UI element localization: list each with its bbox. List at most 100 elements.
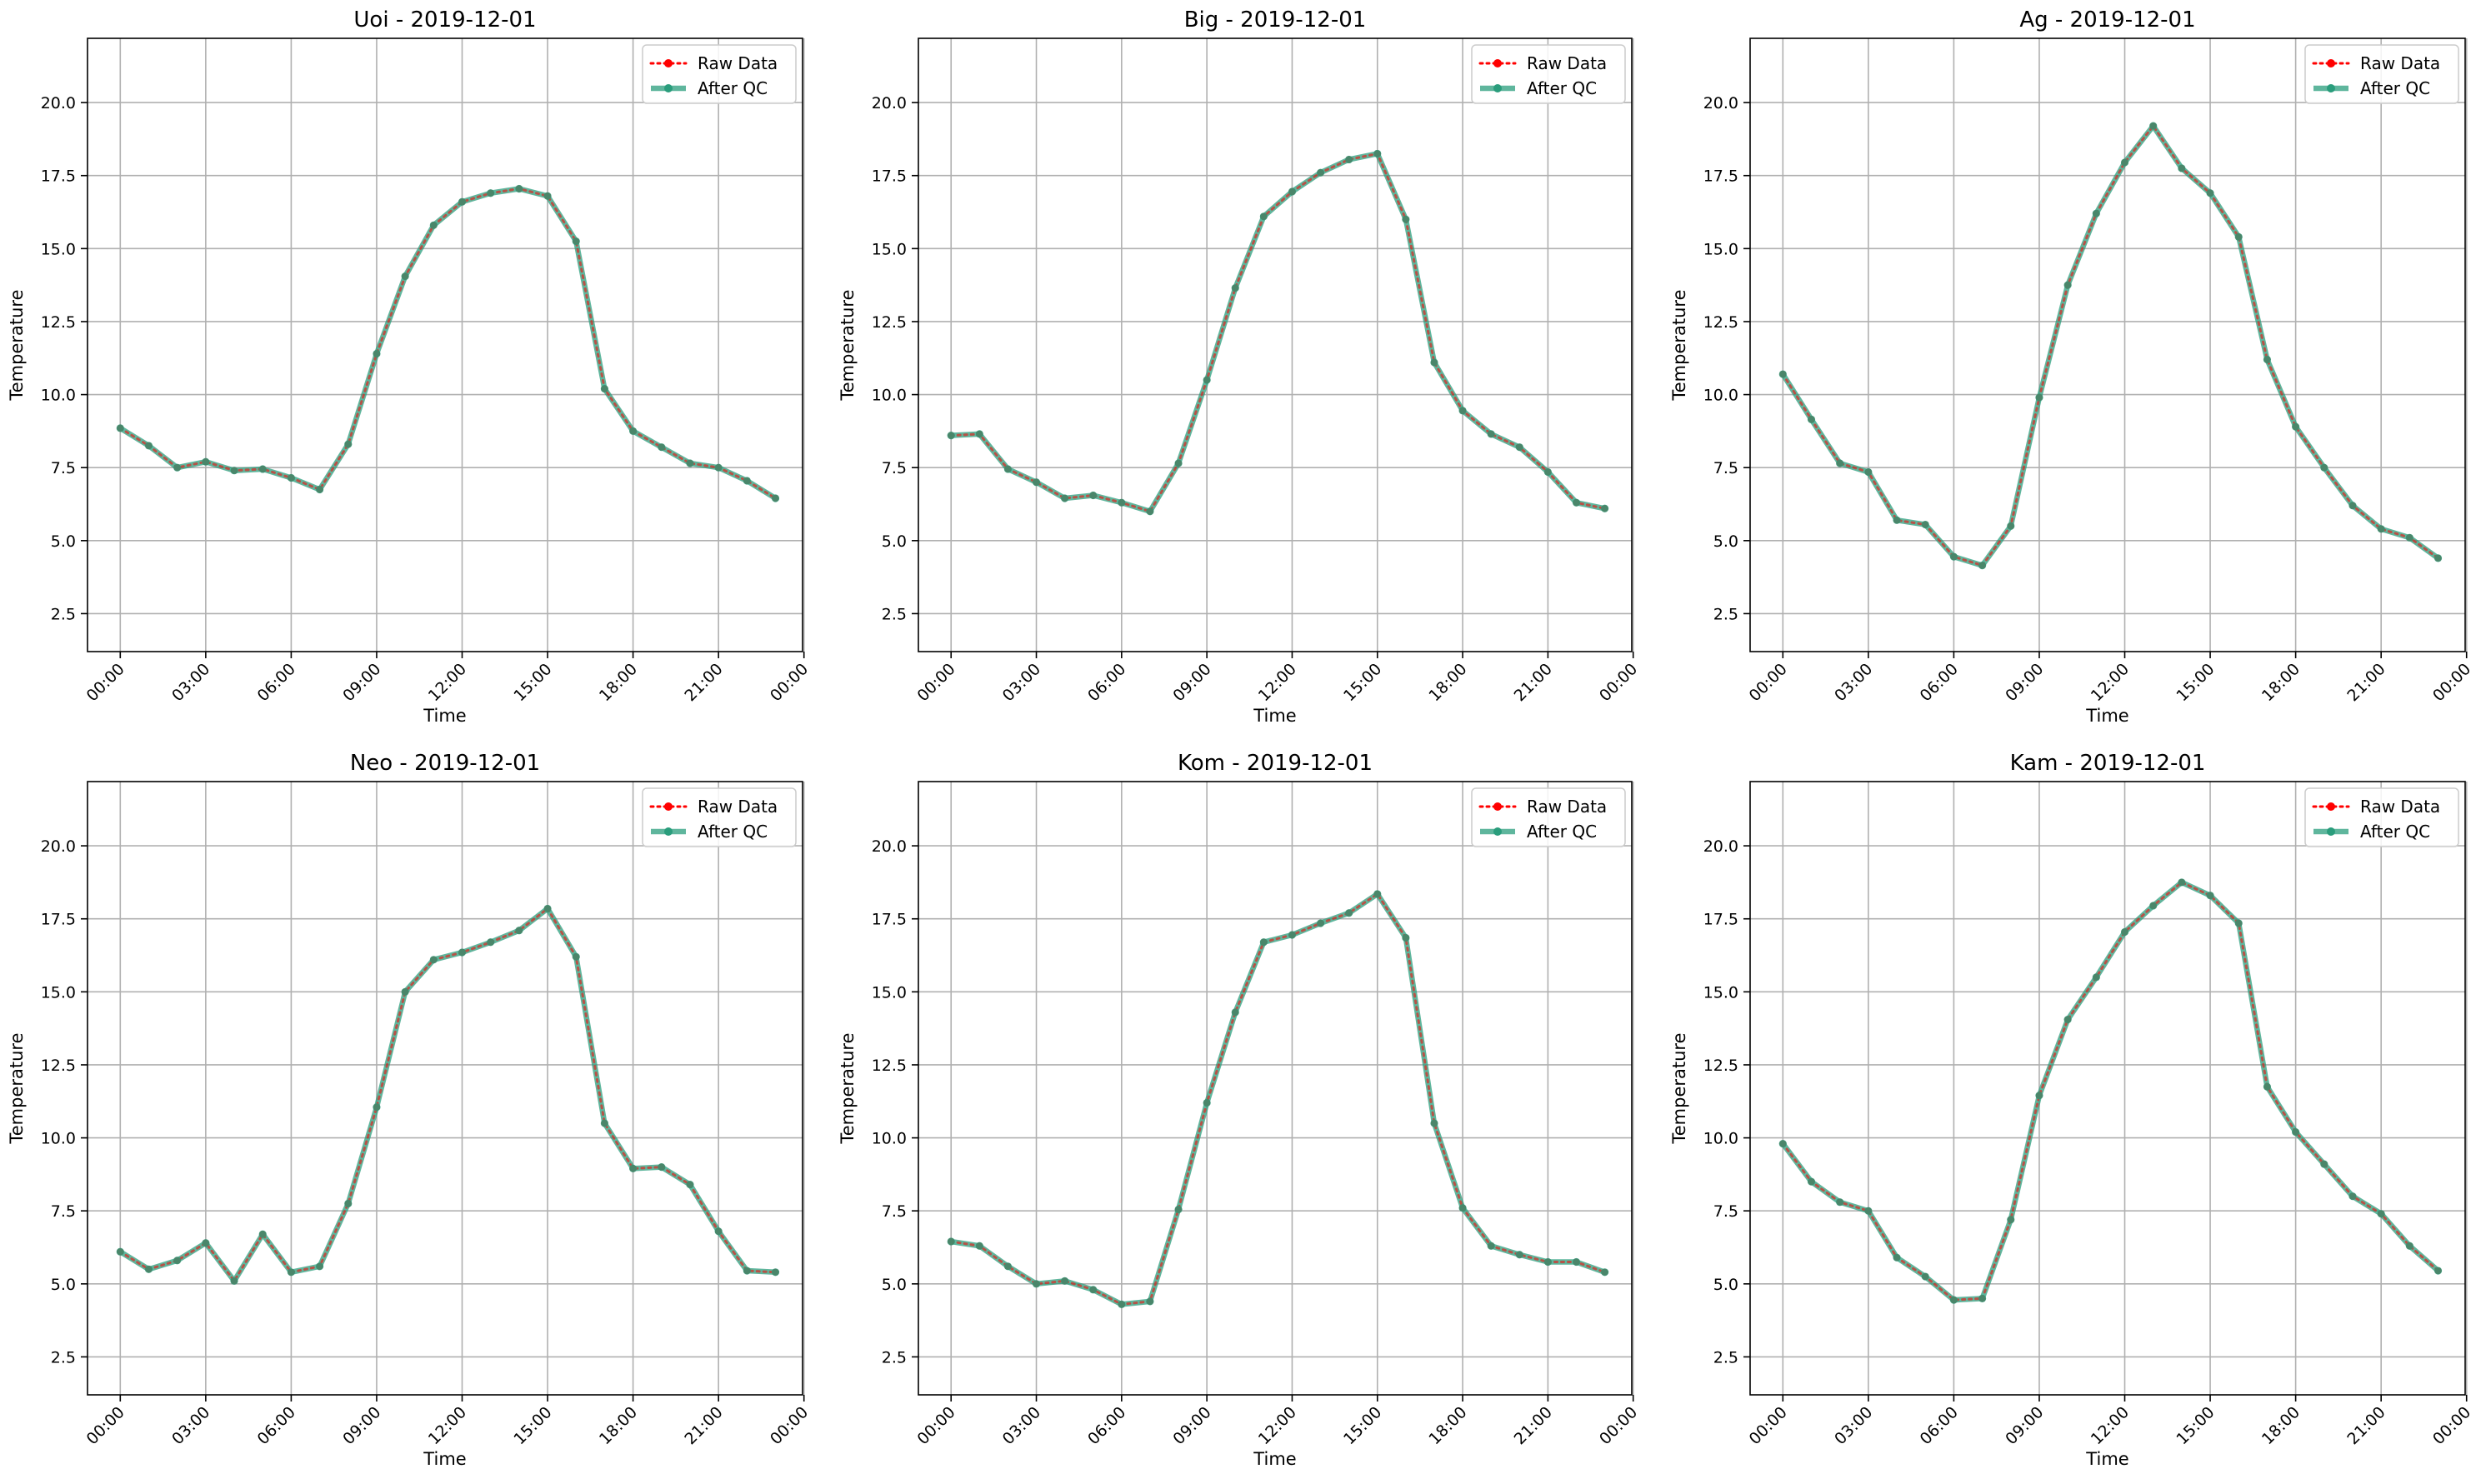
x-tick-label: 03:00 [1831, 660, 1876, 705]
after-qc-point [515, 184, 523, 193]
after-qc-point [1231, 284, 1239, 292]
x-tick-label: 03:00 [999, 660, 1044, 705]
after-qc-point [1864, 1207, 1873, 1215]
y-tick-label: 15.0 [41, 983, 76, 1002]
subplot-2: 2.5 5.0 7.5 10.0 12.5 15.0 17.5 20.0 00:00 03:00 0… [838, 7, 1641, 726]
after-qc-point [458, 197, 467, 206]
after-qc-point [1778, 370, 1787, 378]
after-qc-point [2263, 1082, 2272, 1091]
x-tick-label: 12:00 [425, 1403, 470, 1448]
y-tick-label: 5.0 [1713, 1276, 1738, 1294]
after-qc-point [1778, 1139, 1787, 1148]
y-tick-label: 2.5 [51, 605, 76, 623]
after-qc-point [1316, 919, 1325, 927]
legend-label-raw-data: Raw Data [2360, 797, 2440, 817]
after-qc-point [487, 189, 495, 197]
legend-label-raw-data: Raw Data [698, 797, 778, 817]
after-qc-point [2149, 122, 2158, 130]
x-tick-label: 09:00 [2002, 1403, 2047, 1448]
after-qc-point [1032, 478, 1041, 487]
after-qc-point [202, 457, 210, 466]
x-tick-label: 06:00 [1084, 660, 1129, 705]
series-line-raw-data [949, 892, 1607, 1306]
after-qc-point [1864, 467, 1873, 477]
x-tick-label: 06:00 [1084, 1403, 1129, 1448]
x-tick-label: 12:00 [1255, 660, 1300, 705]
after-qc-point [1003, 1262, 1013, 1271]
after-qc-point [629, 427, 638, 435]
after-qc-point [1572, 1257, 1581, 1267]
after-qc-point [1807, 415, 1816, 423]
after-qc-point [1807, 1177, 1816, 1186]
x-tick-label: 03:00 [168, 1403, 213, 1448]
after-qc-point [258, 1230, 267, 1238]
x-tick-label: 18:00 [596, 660, 641, 705]
y-tick-label: 5.0 [882, 532, 907, 551]
y-tick-label: 7.5 [1713, 1202, 1738, 1221]
after-qc-point [1515, 1251, 1523, 1259]
legend-label-raw-data: Raw Data [1527, 797, 1607, 817]
legend-label-after-qc: After QC [1527, 822, 1597, 842]
x-tick-label: 06:00 [1917, 660, 1962, 705]
after-qc-point [2377, 525, 2385, 533]
legend-raw-data-marker [1493, 59, 1502, 67]
y-tick-label: 12.5 [41, 313, 76, 332]
after-qc-point [1601, 1268, 1609, 1277]
after-qc-point [2120, 158, 2129, 167]
x-tick-label: 00:00 [1746, 1403, 1791, 1448]
x-tick-label: 18:00 [2258, 1403, 2303, 1448]
x-tick-label: 18:00 [1425, 1403, 1470, 1448]
y-tick-label: 2.5 [51, 1348, 76, 1367]
after-qc-point [2433, 1267, 2443, 1275]
after-qc-point [2234, 919, 2243, 927]
x-tick-label: 00:00 [913, 1403, 958, 1448]
legend-raw-data-marker [2327, 59, 2335, 67]
after-qc-point [287, 1268, 296, 1277]
after-qc-point [173, 463, 182, 472]
x-tick-label: 00:00 [83, 660, 128, 705]
axes-frame [1749, 781, 2466, 1396]
chart-title: Kom - 2019-12-01 [1178, 751, 1373, 776]
y-axis-label: Temperature [1669, 1032, 1689, 1144]
after-qc-point [600, 384, 609, 393]
after-qc-point [2007, 522, 2015, 530]
x-tick-label: 03:00 [168, 660, 213, 705]
axes-frame [87, 37, 803, 652]
after-qc-point [2348, 1192, 2357, 1201]
legend-raw-data-marker [1493, 802, 1502, 811]
y-tick-label: 17.5 [1703, 911, 1738, 929]
after-qc-point [1174, 1205, 1183, 1214]
x-tick-label: 12:00 [425, 660, 470, 705]
after-qc-point [1402, 933, 1410, 942]
subplot-3: 2.5 5.0 7.5 10.0 12.5 15.0 17.5 20.0 00:00 03:00 0… [1669, 7, 2474, 726]
after-qc-point [1345, 155, 1353, 164]
x-axis-label: Time [423, 1449, 466, 1469]
x-tick-label: 09:00 [1169, 660, 1214, 705]
after-qc-point [658, 443, 666, 452]
after-qc-point [686, 459, 694, 467]
x-tick-label: 00:00 [1596, 660, 1641, 705]
subplot-1: 2.5 5.0 7.5 10.0 12.5 15.0 17.5 20.0 00:00 03:00 0… [7, 7, 812, 726]
after-qc-point [1259, 212, 1268, 221]
after-qc-point [2206, 189, 2214, 197]
after-qc-point [1921, 520, 1929, 529]
after-qc-point [1458, 407, 1467, 415]
after-qc-point [1978, 562, 1987, 570]
after-qc-point [1345, 909, 1353, 917]
legend-after-qc-marker [1493, 84, 1502, 92]
after-qc-point [2405, 1242, 2413, 1250]
after-qc-point [2092, 209, 2100, 217]
after-qc-point [743, 1267, 751, 1275]
y-tick-label: 17.5 [872, 911, 907, 929]
x-tick-label: 21:00 [681, 660, 726, 705]
x-tick-label: 03:00 [999, 1403, 1044, 1448]
after-qc-point [1373, 149, 1382, 158]
y-axis-label: Temperature [7, 1032, 27, 1144]
series-line-raw-data [118, 187, 778, 500]
after-qc-point [600, 1119, 609, 1127]
after-qc-point [2292, 1127, 2300, 1137]
y-tick-label: 10.0 [41, 1130, 76, 1148]
after-qc-point [144, 442, 153, 450]
after-qc-point [230, 467, 238, 475]
legend: Raw Data After QC [2304, 44, 2459, 104]
